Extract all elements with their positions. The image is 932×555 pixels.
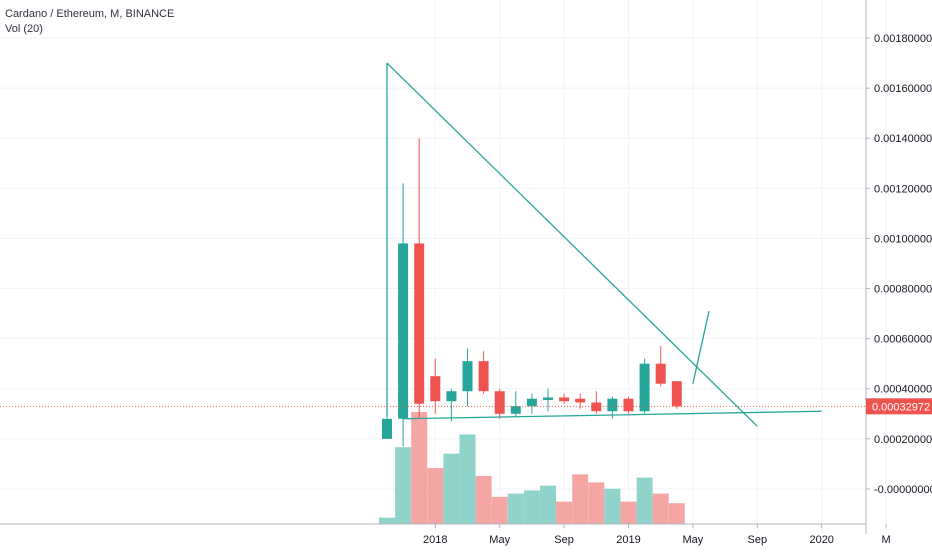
candle-body	[591, 402, 602, 412]
candle-body	[623, 398, 634, 412]
price-tick-label: 0.00180000	[874, 33, 932, 45]
candle-body	[575, 398, 586, 403]
volume-bar	[588, 482, 605, 524]
symbol-title[interactable]: Cardano / Ethereum, M, BINANCE	[5, 8, 175, 20]
trendline[interactable]	[386, 62, 758, 427]
candle-body	[655, 363, 666, 384]
time-tick-label: Sep	[748, 534, 768, 546]
candle-body	[639, 363, 650, 412]
candle[interactable]	[526, 393, 537, 414]
price-scale[interactable]: 0.00180000 0.00160000 0.00140000 0.00120000…	[866, 33, 932, 496]
candle[interactable]	[671, 381, 682, 409]
time-tick-label: M	[882, 534, 891, 546]
volume-bar	[540, 485, 556, 524]
candle-body	[478, 361, 489, 392]
candle-body	[671, 381, 682, 407]
time-tick-label: Sep	[554, 534, 574, 546]
price-tick-label: -0.00000000	[874, 484, 932, 496]
candle[interactable]	[398, 183, 409, 447]
volume-bar	[652, 493, 669, 524]
candle[interactable]	[414, 138, 425, 419]
volume-bar	[459, 434, 476, 524]
candle[interactable]	[623, 396, 634, 414]
candle[interactable]	[639, 358, 650, 414]
time-tick-label: 2018	[423, 534, 447, 546]
candle-body	[559, 397, 570, 402]
time-tick-label: 2020	[809, 534, 833, 546]
volume-bar	[636, 477, 653, 524]
volume-bar	[620, 501, 637, 524]
candle[interactable]	[430, 358, 441, 414]
time-tick-label: May	[683, 534, 704, 546]
price-tick-label: 0.00140000	[874, 133, 932, 145]
volume-bar	[475, 476, 492, 524]
candle[interactable]	[478, 351, 489, 394]
price-tick-label: 0.00060000	[874, 334, 932, 346]
chart-legend: Cardano / Ethereum, M, BINANCE Vol (20)	[5, 7, 174, 37]
candle[interactable]	[655, 346, 666, 387]
candle[interactable]	[494, 388, 505, 419]
candle-body	[430, 376, 441, 402]
candle-body	[526, 398, 537, 407]
candle-body	[462, 361, 473, 392]
volume-bar	[507, 493, 524, 524]
volume-indicator-label[interactable]: Vol (20)	[5, 23, 43, 35]
volume-bar	[668, 503, 685, 524]
candle[interactable]	[382, 403, 392, 439]
candle[interactable]	[575, 393, 586, 409]
candle-body	[398, 243, 409, 419]
current-price-label: 0.00032972	[872, 401, 930, 413]
candlesticks[interactable]	[382, 138, 682, 447]
current-price-badge: 0.00032972	[866, 398, 932, 415]
price-tick-label: 0.00100000	[874, 233, 932, 245]
volume-bar	[443, 453, 460, 524]
candle[interactable]	[591, 391, 602, 414]
candle[interactable]	[510, 391, 521, 417]
volume-bar	[427, 468, 444, 524]
time-scale[interactable]: 2018 May Sep 2019 May Sep 2020 M	[423, 524, 891, 546]
volume-bar	[604, 488, 621, 524]
price-tick-label: 0.00020000	[874, 434, 932, 446]
volume-bar	[411, 412, 428, 524]
price-tick-label: 0.00040000	[874, 384, 932, 396]
price-tick-label: 0.00080000	[874, 284, 932, 296]
candle[interactable]	[543, 388, 553, 412]
candle-body	[414, 243, 425, 404]
candle-body	[446, 391, 457, 402]
price-tick-label: 0.00120000	[874, 183, 932, 195]
volume-bar	[556, 501, 573, 524]
volume-bars	[379, 412, 685, 524]
current-price-badge-bg	[866, 398, 932, 415]
candle-body	[494, 391, 505, 414]
volume-bar	[491, 496, 508, 524]
volume-bar	[379, 517, 395, 524]
candle-body	[543, 397, 553, 400]
axes	[0, 0, 867, 534]
candle-body	[607, 398, 618, 412]
price-tick-label: 0.00160000	[874, 83, 932, 95]
volume-bar	[572, 474, 589, 524]
candle[interactable]	[607, 396, 618, 419]
time-tick-label: May	[489, 534, 510, 546]
candle-body	[382, 418, 392, 439]
volume-bar	[395, 447, 412, 524]
volume-bar	[523, 490, 540, 524]
trendline[interactable]	[692, 310, 710, 384]
time-tick-label: 2019	[616, 534, 640, 546]
candle[interactable]	[559, 393, 570, 404]
candle-body	[510, 406, 521, 414]
candle[interactable]	[446, 388, 457, 422]
candle[interactable]	[462, 348, 473, 407]
